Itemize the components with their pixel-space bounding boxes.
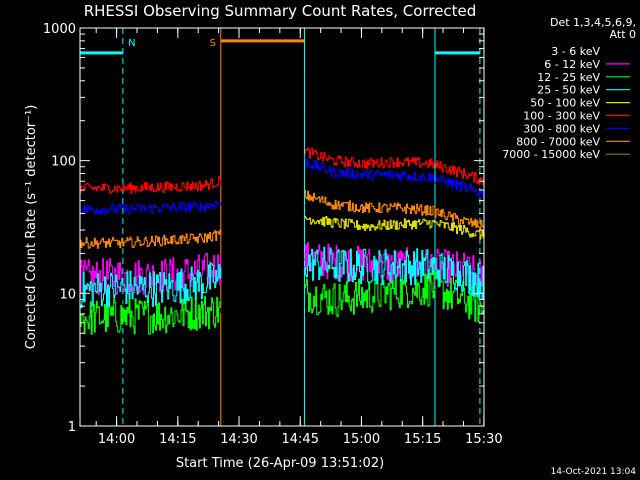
series-line (80, 288, 222, 330)
series-line (304, 270, 485, 323)
y-tick-label: 1 (68, 420, 76, 435)
series-line (80, 201, 222, 215)
legend-label: 100 - 300 keV (523, 110, 600, 123)
generation-timestamp: 14-Oct-2021 13:04 (551, 467, 637, 477)
legend-label: 25 - 50 keV (537, 84, 600, 97)
series-line (80, 296, 222, 335)
series-line (80, 262, 222, 309)
legend-label: 7000 - 15000 keV (502, 148, 600, 161)
series-line (80, 229, 222, 249)
x-tick-label: 14:30 (220, 432, 257, 447)
x-tick-label: 15:30 (465, 432, 502, 447)
x-axis-label: Start Time (26-Apr-09 13:51:02) (176, 456, 384, 471)
series-line (304, 147, 485, 185)
y-axis: 1 10 100 1000 (43, 22, 484, 435)
series-line (304, 189, 485, 231)
legend-header: Att 0 (610, 28, 636, 41)
series-line (304, 215, 485, 240)
x-axis: 14:00 14:15 14:30 14:45 15:00 15:15 15:30 (95, 28, 503, 447)
y-axis-label: Corrected Count Rate (s⁻¹ detector⁻¹) (24, 105, 39, 350)
legend-header: Det 1,3,4,5,6,9, (550, 16, 636, 29)
y-tick-label: 100 (51, 155, 76, 170)
series-line (304, 246, 485, 300)
legend-label: 12 - 25 keV (537, 71, 600, 84)
series-line (304, 157, 485, 199)
x-tick-label: 14:15 (159, 432, 196, 447)
plot-frame (79, 27, 485, 427)
series-line (80, 176, 222, 194)
x-tick-label: 14:00 (98, 432, 135, 447)
flag-label: S (210, 38, 216, 49)
y-tick-label: 1000 (43, 22, 76, 37)
legend-label: 3 - 6 keV (551, 45, 600, 58)
series-layer (80, 147, 485, 335)
legend-label: 800 - 7000 keV (516, 135, 600, 148)
legend-label: 6 - 12 keV (544, 58, 600, 71)
y-tick-label: 10 (59, 287, 76, 302)
x-tick-label: 15:15 (404, 432, 441, 447)
legend-label: 50 - 100 keV (530, 97, 600, 110)
legend-label: 300 - 800 keV (523, 122, 600, 135)
x-tick-label: 14:45 (282, 432, 319, 447)
x-tick-label: 15:00 (343, 432, 380, 447)
flag-label: N (128, 38, 135, 49)
chart-title: RHESSI Observing Summary Count Rates, Co… (84, 2, 477, 20)
